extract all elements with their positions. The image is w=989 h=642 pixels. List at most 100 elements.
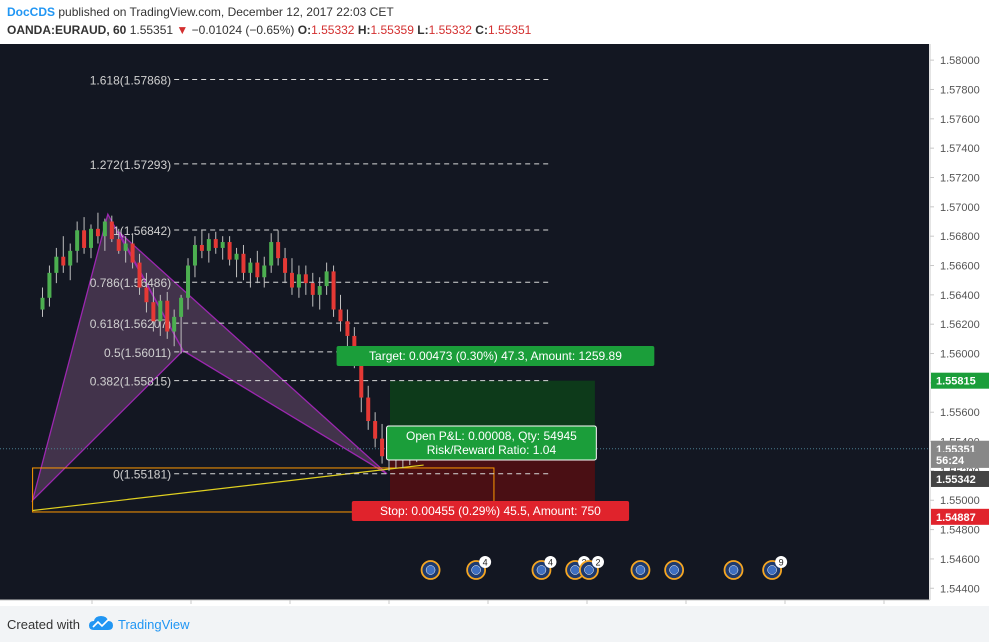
candle-body: [303, 274, 308, 284]
fib-label: 1.618(1.57868): [90, 74, 171, 88]
symbol-info: OANDA:EURAUD, 60 1.55351 ▼ −0.01024 (−0.…: [7, 23, 531, 37]
event-count: 4: [548, 558, 553, 568]
candle-body: [47, 272, 52, 298]
price-tick-label: 1.58000: [940, 55, 980, 67]
publish-text: published on TradingView.com, December 1…: [58, 5, 394, 19]
flag-icon: [584, 565, 594, 575]
close-value: 1.55351: [487, 23, 532, 37]
stop-label-bg: [351, 501, 630, 521]
last-price: 1.55351: [129, 23, 174, 37]
candle-body: [206, 239, 211, 251]
price-tick-label: 1.54800: [940, 525, 980, 537]
target-label-bg: [336, 346, 655, 366]
flag-icon: [669, 565, 679, 575]
candle-body: [158, 300, 163, 322]
candle-body: [95, 228, 100, 237]
candle-body: [227, 242, 232, 260]
candle-body: [75, 230, 80, 251]
chart-header: DocCDS published on TradingView.com, Dec…: [0, 0, 989, 44]
candle-body: [179, 297, 184, 317]
flag-icon: [536, 565, 547, 575]
candle-body: [269, 242, 274, 266]
candle-body: [172, 316, 177, 332]
pnl-label-text: Open P&L: 0.00008, Qty: 54945: [406, 429, 577, 443]
price-label-bg: [931, 451, 989, 468]
fib-label: 0.786(1.56486): [90, 276, 171, 290]
plot-layer: 1.618(1.57868) 1.272(1.57293) 1(1.56842) 0.…: [0, 74, 929, 580]
symbol-label: OANDA:EURAUD, 60: [7, 23, 127, 37]
candle-body: [137, 262, 142, 288]
candle-body: [373, 421, 378, 439]
flag-icon: [471, 565, 481, 575]
candle-body: [109, 221, 114, 240]
price-tick-label: 1.56200: [940, 319, 980, 331]
price-tick-label: 1.57800: [940, 84, 980, 96]
candle-body: [220, 242, 225, 248]
down-arrow-icon: ▼: [176, 23, 189, 37]
candle-body: [89, 228, 94, 248]
event-count-badge: [775, 556, 788, 568]
event-count: 9: [779, 558, 784, 568]
candle-body: [241, 253, 246, 273]
price-tick-label: 1.54600: [940, 554, 980, 566]
high-label: H:: [357, 23, 371, 37]
candle-body: [82, 230, 87, 248]
candle-body: [289, 272, 294, 288]
footer: Created with TradingView: [0, 606, 989, 642]
fib-label: 0.382(1.55815): [90, 375, 171, 389]
price-tick-label: 1.56000: [940, 349, 980, 361]
open-value: 1.55332: [311, 23, 355, 37]
target-label-text: Target: 0.00473 (0.30%) 47.3, Amount: 12…: [369, 349, 622, 363]
candle-body: [151, 302, 156, 322]
price-axis: [930, 44, 989, 600]
candle-body: [213, 239, 218, 248]
candle-body: [338, 309, 343, 322]
price-label-bg: [931, 508, 989, 525]
tradingview-link[interactable]: TradingView: [118, 617, 190, 632]
stop-label-text: Stop: 0.00455 (0.29%) 45.5, Amount: 750: [380, 504, 601, 518]
event-count-badge: [591, 556, 604, 568]
target-label: Target: 0.00473 (0.30%) 47.3, Amount: 12…: [336, 346, 655, 366]
time-tick-label: 13: [383, 605, 395, 606]
author-link[interactable]: DocCDS: [7, 5, 56, 19]
time-tick-label: 15: [581, 605, 593, 606]
time-tick-label: 12: [284, 605, 296, 606]
open-label: O:: [297, 23, 312, 37]
high-value: 1.55359: [370, 23, 414, 37]
candle-body: [234, 253, 239, 260]
candle-body: [116, 239, 121, 251]
flag-icon: [767, 565, 777, 575]
candle-body: [366, 397, 371, 422]
event-count-badge: [479, 556, 492, 568]
fib-label: 1.272(1.57293): [90, 158, 171, 172]
pnl-label-text: Risk/Reward Ratio: 1.04: [427, 443, 557, 457]
time-tick-label: 19: [779, 605, 791, 606]
candle-body: [102, 221, 107, 237]
flag-icon: [425, 565, 436, 575]
candle-body: [123, 243, 128, 251]
price-tick-label: 1.57400: [940, 143, 980, 155]
pattern-bcd: [118, 231, 388, 475]
candle-body: [199, 244, 204, 251]
price-tick-label: 1.57000: [940, 202, 980, 214]
candle-body: [345, 321, 350, 336]
publish-info: DocCDS published on TradingView.com, Dec…: [7, 5, 394, 19]
price-chart[interactable]: 1.618(1.57868) 1.272(1.57293) 1(1.56842) 0.…: [0, 44, 989, 606]
candle-body: [40, 297, 45, 310]
created-with-label: Created with: [7, 617, 80, 632]
candle-body: [317, 286, 322, 295]
low-value: 1.55332: [428, 23, 472, 37]
price-tick-label: 1.57200: [940, 172, 980, 184]
price-tick-label: 1.56600: [940, 261, 980, 273]
event-count: 2: [595, 558, 600, 568]
time-axis: [0, 600, 989, 606]
range-box: [32, 467, 495, 513]
price-change: −0.01024 (−0.65%): [191, 23, 295, 37]
tradingview-cloud-icon: [89, 616, 113, 630]
candle-body: [130, 243, 135, 263]
event-count-badge: [544, 556, 557, 568]
candle-body: [283, 258, 288, 273]
fib-label: 0(1.55181): [113, 468, 171, 482]
price-tick-label: 1.57600: [940, 114, 980, 126]
time-tick-label: 8: [89, 605, 95, 606]
